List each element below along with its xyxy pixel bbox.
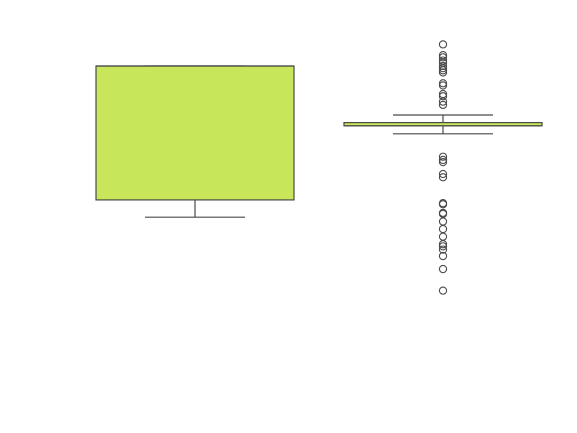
box-2-outlier: [438, 53, 448, 62]
box-2-outlier: [438, 200, 448, 209]
box-2-outlier: [438, 61, 448, 71]
box-2-outlier: [438, 169, 448, 179]
box-2-outlier: [438, 224, 448, 234]
box-2-outlier: [438, 155, 448, 165]
box-2-outlier: [438, 217, 448, 226]
box-2-outlier: [438, 81, 448, 90]
box-2-outlier: [438, 68, 448, 77]
box-2-outlier: [438, 264, 448, 274]
box-2-outlier: [438, 79, 448, 88]
box-2-outlier: [438, 40, 448, 49]
box-2-outlier: [438, 64, 448, 73]
box-2-outlier: [438, 245, 448, 254]
box-2-outlier: [438, 97, 448, 106]
box-2-outlier: [438, 286, 448, 295]
box-2-outlier: [438, 242, 448, 251]
box-2-outlier: [438, 251, 448, 261]
box-2-outlier: [438, 152, 448, 161]
box-2-outlier: [438, 232, 448, 241]
box-2-outlier: [438, 240, 448, 249]
box-2-outlier: [438, 66, 448, 75]
box-2-outlier: [438, 157, 448, 167]
box-2-outlier: [438, 92, 448, 101]
box-1: [95, 65, 295, 201]
box-2-outlier: [438, 100, 448, 110]
box-2-outlier: [438, 173, 448, 182]
